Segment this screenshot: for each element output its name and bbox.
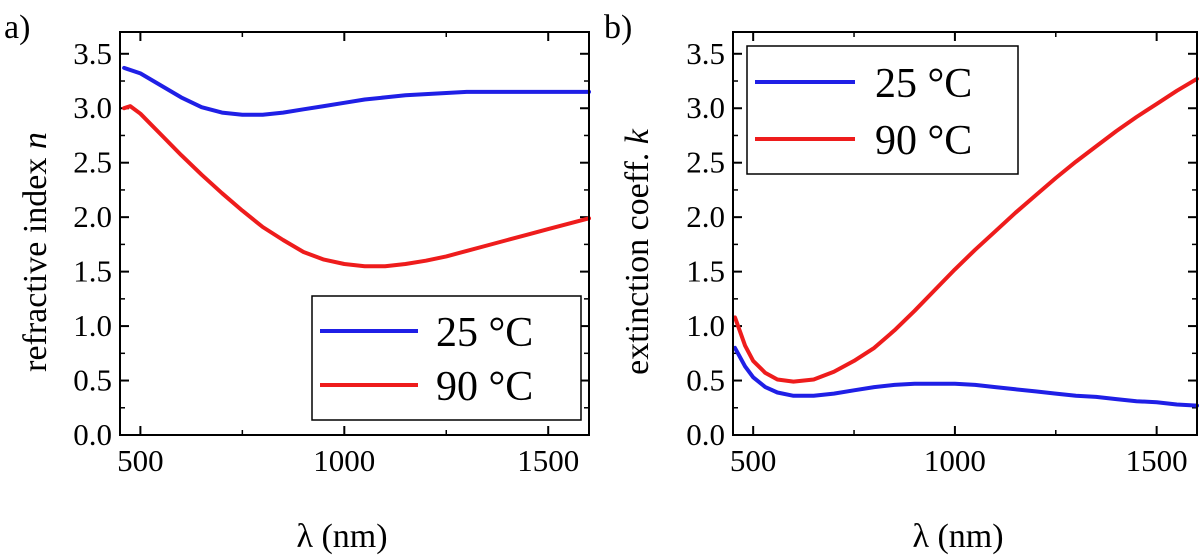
panel-b-legend-box <box>746 45 1019 175</box>
panel-a-legend-box <box>311 295 582 421</box>
panel-b-ylabel: extinction coeff. k <box>619 128 656 375</box>
x-tick-label: 500 <box>730 443 777 478</box>
panel-a: a) refractive index n λ (nm) 0.0 0.5 1.0 1.… <box>4 9 591 555</box>
y-tick-label: 3.0 <box>73 90 112 125</box>
y-tick-label: 3.5 <box>686 36 725 71</box>
y-tick-label: 3.0 <box>686 90 725 125</box>
series-line-25c <box>122 65 591 117</box>
x-tick-label: 1500 <box>1126 443 1188 478</box>
y-tick-label: 0.0 <box>686 417 725 452</box>
y-tick-label: 1.0 <box>686 308 725 343</box>
panel-b-ylabel-text: extinction coeff. <box>619 144 656 375</box>
y-tick-label: 2.5 <box>686 145 725 180</box>
series-line-25c <box>733 345 1199 408</box>
y-tick-label: 1.5 <box>73 254 112 289</box>
y-tick-label: 0.5 <box>686 363 725 398</box>
x-tick-label: 500 <box>117 443 164 478</box>
panel-a-tick-labels: 0.0 0.5 1.0 1.5 2.0 2.5 3.0 3.5 500 1000 1500 <box>73 36 579 478</box>
y-tick-label: 1.0 <box>73 308 112 343</box>
y-tick-label: 0.0 <box>73 417 112 452</box>
legend-label-90c: 90 °C <box>875 118 972 164</box>
panel-a-label: a) <box>4 9 30 46</box>
panel-a-frame <box>119 31 590 436</box>
panel-b-ylabel-symbol: k <box>619 128 656 144</box>
panel-b-series <box>733 76 1199 408</box>
y-tick-label: 1.5 <box>686 254 725 289</box>
panel-a-series <box>122 65 591 269</box>
panel-a-ylabel-symbol: n <box>17 132 54 149</box>
legend-label-90c: 90 °C <box>436 364 533 410</box>
y-tick-label: 2.0 <box>73 199 112 234</box>
panel-b-legend: 25 °C 90 °C <box>746 45 1019 175</box>
x-tick-label: 1500 <box>517 443 579 478</box>
panel-b-frame <box>732 31 1198 436</box>
legend-label-25c: 25 °C <box>436 310 533 356</box>
y-tick-label: 2.0 <box>686 199 725 234</box>
panel-a-legend: 25 °C 90 °C <box>311 295 582 421</box>
panel-b: b) extinction coeff. k λ (nm) 0.0 0.5 1.0 1… <box>604 9 1199 555</box>
x-tick-label: 1000 <box>924 443 986 478</box>
y-tick-label: 0.5 <box>73 363 112 398</box>
series-line-90c <box>733 76 1199 384</box>
y-tick-label: 3.5 <box>73 36 112 71</box>
panel-a-ylabel-text: refractive index <box>17 149 54 372</box>
panel-b-label: b) <box>604 9 632 46</box>
panel-b-xlabel: λ (nm) <box>912 518 1003 555</box>
series-line-90c <box>122 104 591 269</box>
panel-b-tick-labels: 0.0 0.5 1.0 1.5 2.0 2.5 3.0 3.5 500 1000 1500 <box>686 36 1187 478</box>
legend-label-25c: 25 °C <box>875 61 972 107</box>
panel-a-xlabel: λ (nm) <box>296 518 387 555</box>
y-tick-label: 2.5 <box>73 145 112 180</box>
panel-a-ylabel: refractive index n <box>17 132 54 372</box>
x-tick-label: 1000 <box>313 443 375 478</box>
